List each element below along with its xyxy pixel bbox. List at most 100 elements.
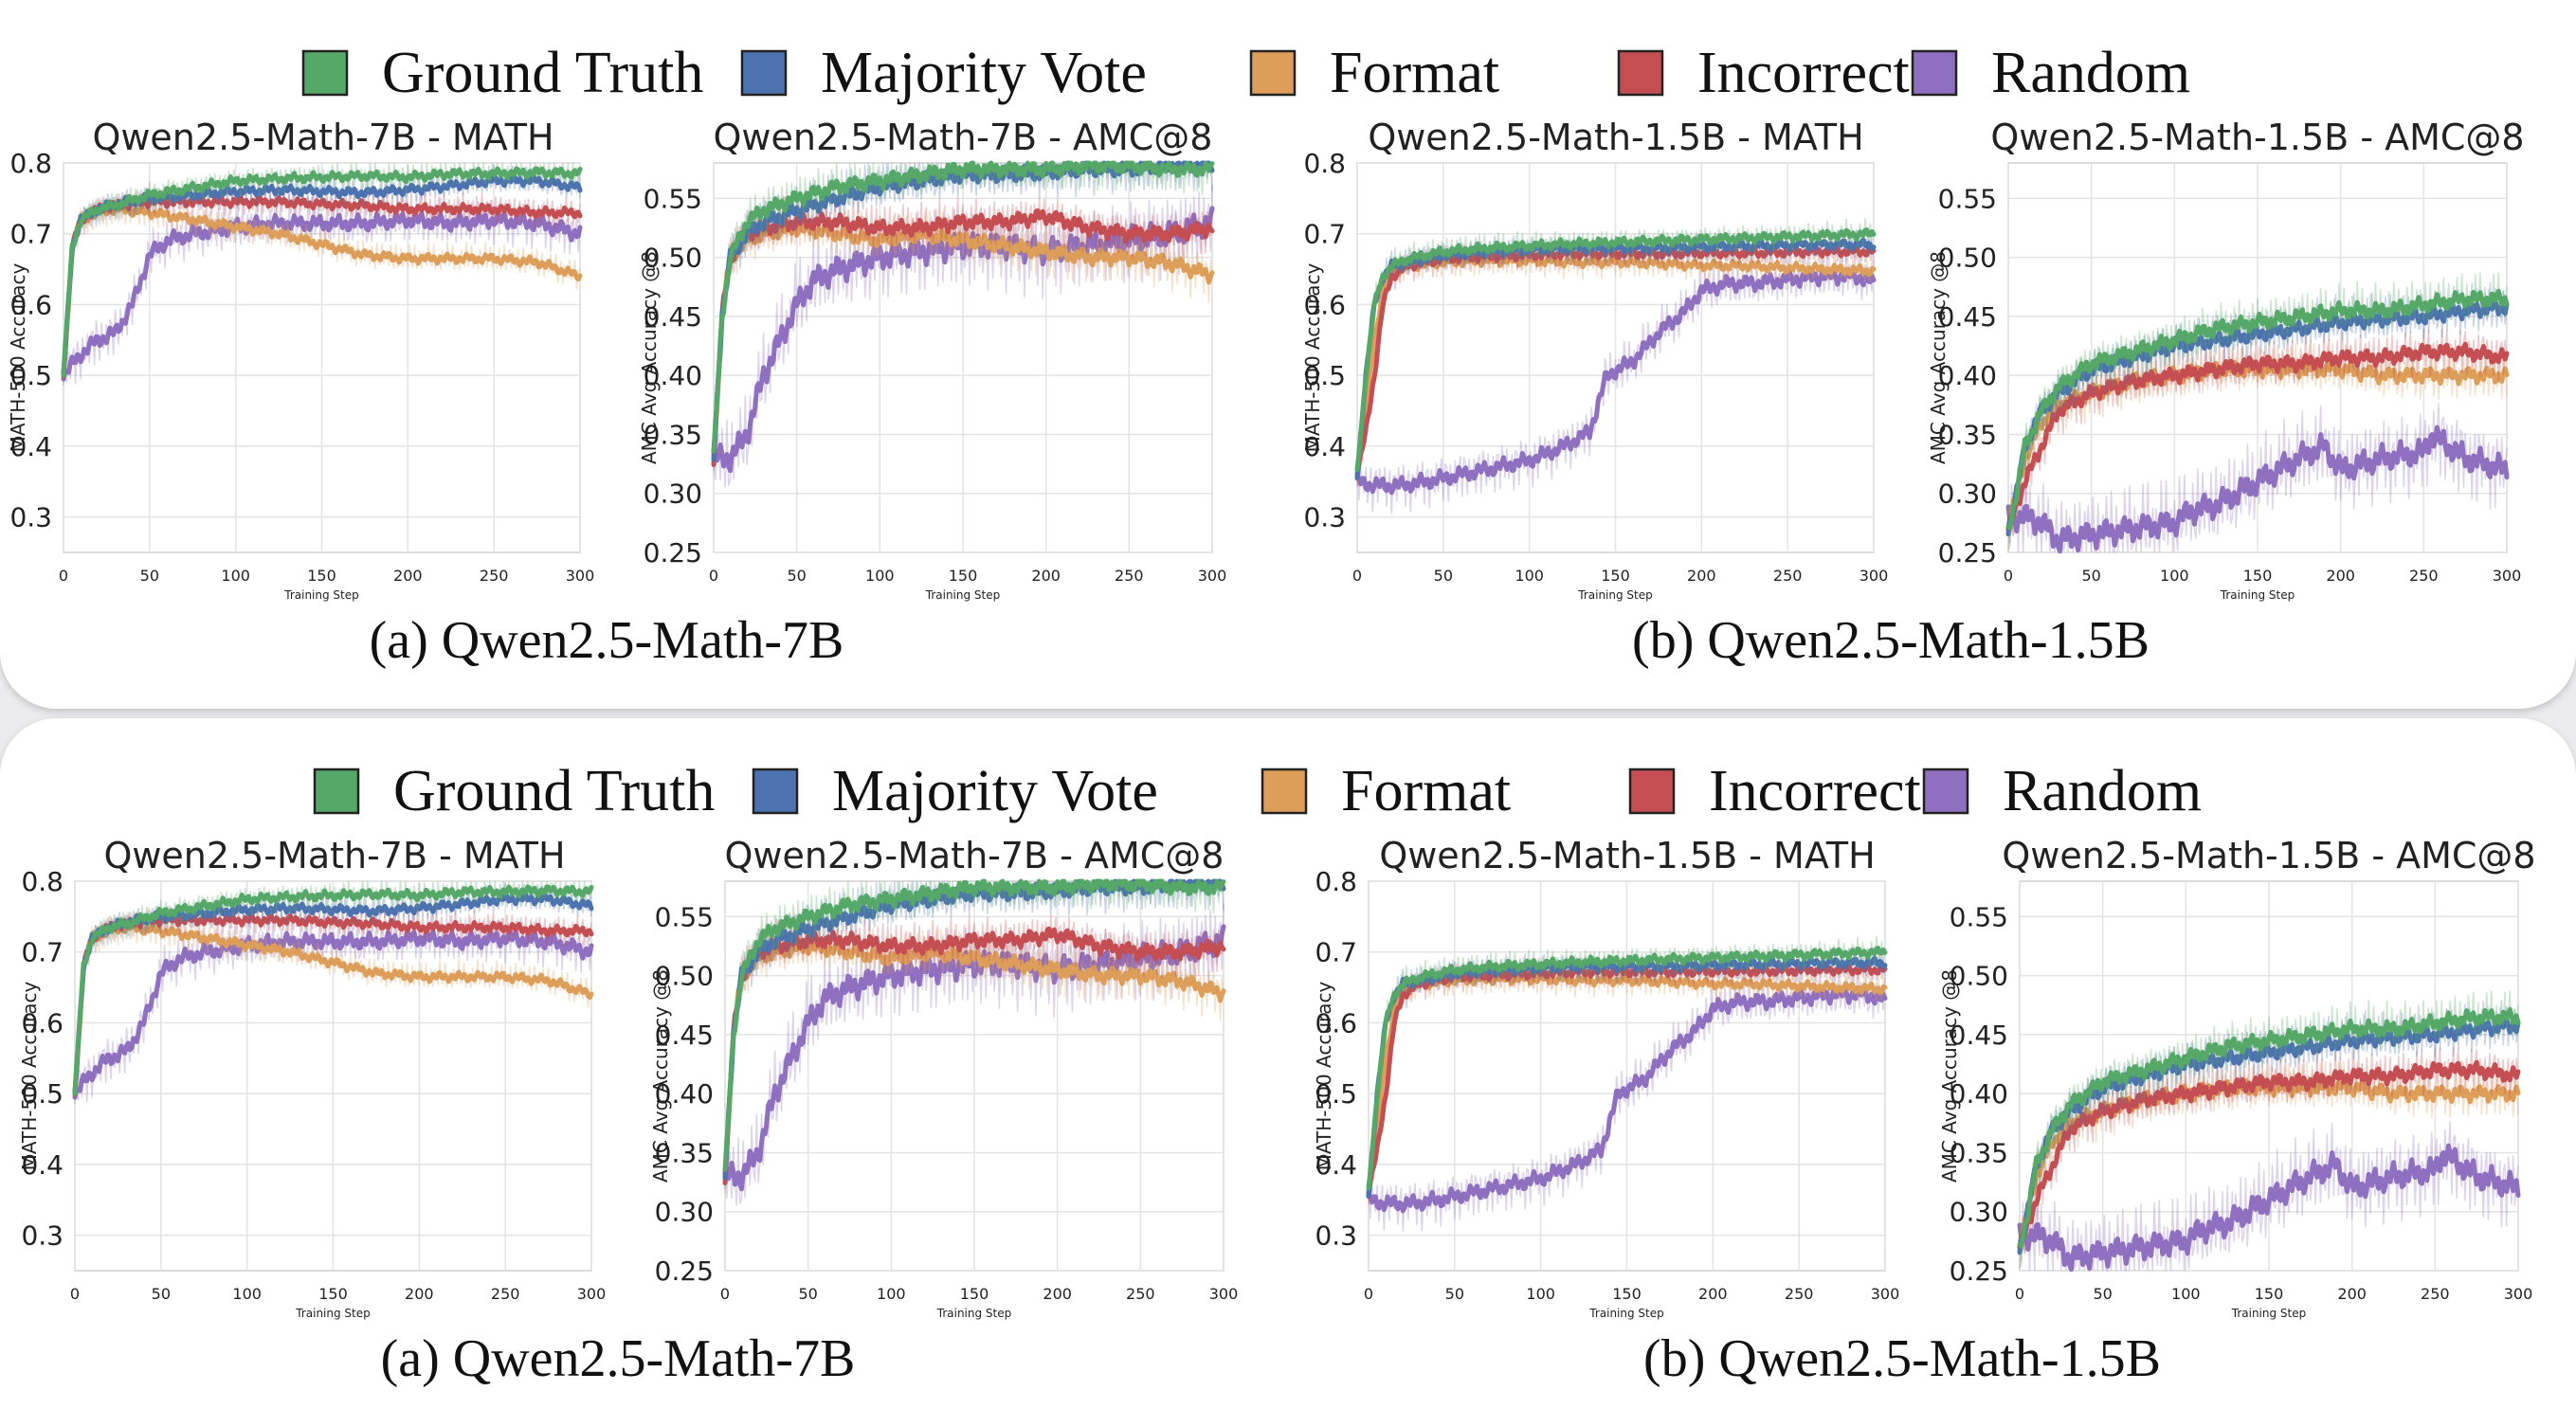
y-tick-label: 0.4 (1303, 431, 1346, 462)
x-tick-label: 250 (491, 1285, 520, 1303)
y-tick-label: 0.3 (1303, 502, 1346, 533)
chart-title: Qwen2.5-Math-7B - MATH (103, 835, 565, 876)
y-tick-label: 0.45 (1950, 1020, 2008, 1051)
series-band (1368, 935, 1886, 1181)
y-tick-label: 0.5 (1315, 1078, 1357, 1110)
x-axis-label: Training Step (2231, 1307, 2307, 1320)
x-tick-label: 150 (1601, 567, 1630, 585)
figure-panel-bottom: Ground Truth Majority Vote Format Incorrect… (0, 718, 2576, 1427)
y-tick-label: 0.4 (9, 431, 52, 462)
y-tick-label: 0.4 (21, 1149, 63, 1181)
x-tick-label: 250 (480, 567, 509, 585)
chart-3: Qwen2.5-Math-1.5B - AMC@8 0.25 0.30 0.35 0.4… (1938, 835, 2536, 1320)
chart-1: Qwen2.5-Math-7B - AMC@8 0.25 0.30 0.35 0.40 0… (638, 117, 1226, 602)
chart-title: Qwen2.5-Math-7B - AMC@8 (725, 835, 1225, 876)
y-tick-label: 0.40 (1950, 1078, 2008, 1110)
chart-0: Qwen2.5-Math-7B - MATH 0.3 0.4 0.5 0.6 0.7 0.8… (18, 835, 606, 1320)
series-band (1368, 968, 1886, 1233)
x-tick-label: 150 (307, 567, 336, 585)
subfigure-caption: (a) Qwen2.5-Math-7B (381, 1329, 856, 1388)
legend-swatch-4 (1911, 49, 1958, 97)
series-line-format (72, 920, 594, 1095)
series-band (2007, 272, 2508, 549)
x-tick-label: 50 (2081, 567, 2100, 585)
y-tick-label: 0.5 (21, 1078, 63, 1110)
x-tick-label: 100 (221, 567, 250, 585)
x-tick-label: 50 (140, 567, 159, 585)
x-axis-label: Training Step (1577, 588, 1653, 602)
y-tick-label: 0.45 (644, 301, 702, 333)
x-axis-label: Training Step (1588, 1307, 1664, 1320)
series-line-random (2017, 1143, 2521, 1273)
x-tick-label: 100 (877, 1285, 906, 1303)
x-axis-label: Training Step (2220, 588, 2295, 602)
x-tick-label: 200 (393, 567, 423, 585)
series-line-ground-truth (722, 878, 1226, 1172)
x-tick-label: 0 (1364, 1285, 1373, 1303)
y-axis-label: MATH-500 Accuracy (1313, 981, 1335, 1170)
series-band (2019, 1047, 2519, 1270)
x-tick-label: 250 (1785, 1285, 1814, 1303)
series-line-ground-truth (711, 160, 1215, 454)
x-tick-label: 200 (1043, 1285, 1072, 1303)
series-line-format (1354, 254, 1877, 477)
legend: Ground Truth Majority Vote Format Incorrect… (313, 759, 2202, 823)
y-tick-label: 0.50 (1950, 961, 2008, 992)
figure-panel-top: Ground Truth Majority Vote Format Incorrect… (0, 0, 2576, 709)
x-tick-label: 200 (2337, 1285, 2367, 1303)
y-tick-label: 0.8 (1303, 148, 1346, 179)
series-line-format (722, 937, 1226, 1177)
legend-label: Incorrect (1697, 41, 1910, 105)
series-line-random (1354, 266, 1877, 496)
y-tick-label: 0.6 (1315, 1007, 1357, 1039)
series-line-random (61, 210, 583, 382)
y-tick-label: 0.50 (1938, 243, 1997, 274)
legend-swatch-0 (301, 49, 349, 97)
series-line-format (1366, 972, 1888, 1195)
y-axis-label: MATH-500 Accuracy (7, 262, 29, 452)
x-tick-label: 50 (1434, 567, 1453, 585)
x-tick-label: 100 (2160, 567, 2189, 585)
x-axis-label: Training Step (936, 1307, 1012, 1320)
legend-label: Majority Vote (832, 759, 1158, 823)
legend-label: Ground Truth (393, 759, 715, 823)
series-line-incorrect (2005, 341, 2510, 533)
x-tick-label: 250 (1773, 567, 1803, 585)
legend-swatch-1 (752, 768, 799, 815)
x-tick-label: 0 (2015, 1285, 2024, 1303)
x-tick-label: 300 (1198, 567, 1227, 585)
legend-label: Random (1991, 41, 2190, 105)
y-tick-label: 0.25 (644, 537, 702, 569)
x-tick-label: 250 (2409, 567, 2439, 585)
legend-swatch-4 (1922, 768, 1969, 815)
series-line-random (2005, 424, 2510, 554)
y-tick-label: 0.25 (655, 1255, 714, 1287)
series-line-ground-truth (61, 166, 583, 378)
y-tick-label: 0.4 (1315, 1149, 1357, 1181)
y-tick-label: 0.8 (1315, 866, 1357, 897)
series-line-format (711, 219, 1215, 459)
x-tick-label: 250 (1126, 1285, 1155, 1303)
chart-3: Qwen2.5-Math-1.5B - AMC@8 0.25 0.30 0.35 0.4… (1927, 117, 2525, 602)
y-tick-label: 0.35 (1938, 419, 1997, 450)
chart-2: Qwen2.5-Math-1.5B - MATH 0.3 0.4 0.5 0.6 0.7 0… (1301, 117, 1888, 602)
y-axis-label: MATH-500 Accuracy (18, 981, 41, 1170)
y-tick-label: 0.30 (1950, 1197, 2008, 1228)
x-tick-label: 50 (787, 567, 806, 585)
x-tick-label: 300 (1859, 567, 1889, 585)
y-axis-label: AMC Avg Accuracy @8 (638, 251, 661, 464)
y-tick-label: 0.35 (644, 419, 702, 450)
x-tick-label: 200 (2326, 567, 2355, 585)
subfigure-caption: (a) Qwen2.5-Math-7B (370, 611, 844, 670)
y-axis-label: MATH-500 Accuracy (1301, 262, 1324, 452)
x-tick-label: 150 (2243, 567, 2273, 585)
series-band (2007, 329, 2508, 551)
y-tick-label: 0.25 (1950, 1255, 2008, 1287)
chart-title: Qwen2.5-Math-1.5B - AMC@8 (1990, 117, 2524, 158)
y-tick-label: 0.50 (655, 961, 714, 992)
y-tick-label: 0.35 (1950, 1137, 2008, 1168)
legend-label: Incorrect (1709, 759, 1921, 823)
x-tick-label: 0 (720, 1285, 730, 1303)
y-axis-label: AMC Avg Accuracy @8 (1938, 969, 1961, 1183)
series-line-format (61, 202, 583, 377)
